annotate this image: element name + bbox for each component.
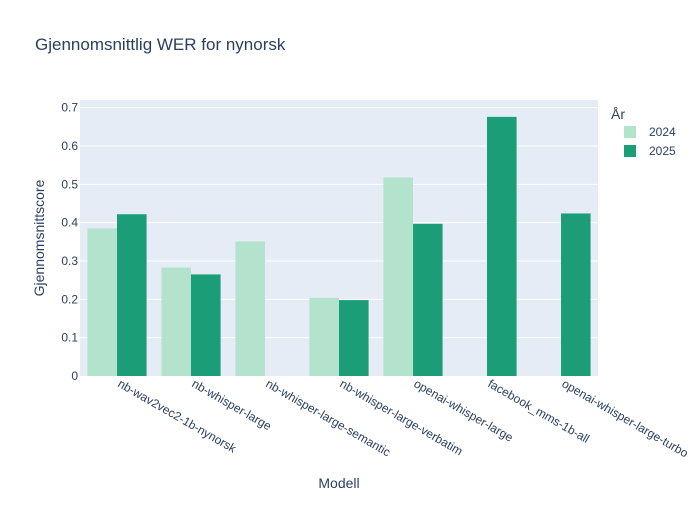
y-tick-label: 0 [71, 369, 78, 383]
bar-2024-openai-whisper-large [383, 177, 413, 376]
bar-2024-nb-whisper-large-semantic [235, 241, 265, 376]
x-tick-label: nb-wav2vec2-1b-nynorsk [116, 376, 240, 456]
bar-2024-nb-whisper-large-verbatim [309, 297, 339, 376]
legend-swatch-2024 [624, 126, 636, 138]
y-ticks: 0 0.1 0.2 0.3 0.4 0.5 0.6 0.7 [61, 101, 78, 383]
bar-2025-openai-whisper-large-turbo [561, 213, 591, 376]
legend-title: År [611, 106, 625, 122]
chart-title: Gjennomsnittlig WER for nynorsk [35, 35, 286, 54]
y-tick-label: 0.4 [61, 216, 78, 230]
legend-swatch-2025 [624, 145, 636, 157]
y-tick-label: 0.7 [61, 101, 78, 115]
x-ticks: nb-wav2vec2-1b-nynorsknb-whisper-largenb… [116, 376, 691, 460]
bar-2025-nb-wav2vec2-1b-nynorsk [117, 214, 147, 376]
bar-2025-nb-whisper-large-verbatim [339, 300, 369, 376]
legend: År 2024 2025 [611, 106, 676, 158]
bar-2025-facebook_mms-1b-all [487, 116, 517, 376]
x-tick-label: nb-whisper-large-semantic [264, 376, 393, 459]
x-tick-label: openai-whisper-large-turbo [560, 376, 691, 460]
x-axis-title: Modell [318, 475, 359, 491]
bar-2024-nb-wav2vec2-1b-nynorsk [87, 228, 117, 376]
y-tick-label: 0.3 [61, 254, 78, 268]
legend-label: 2024 [649, 125, 676, 139]
bars [87, 116, 591, 376]
y-tick-label: 0.1 [61, 331, 78, 345]
y-axis-title: Gjennomsnittscore [31, 179, 47, 296]
x-tick-label: nb-whisper-large-verbatim [338, 376, 466, 458]
y-tick-label: 0.2 [61, 292, 78, 306]
y-tick-label: 0.6 [61, 139, 78, 153]
bar-2025-openai-whisper-large [413, 223, 443, 376]
y-tick-label: 0.5 [61, 177, 78, 191]
bar-2024-nb-whisper-large [161, 267, 191, 376]
legend-label: 2025 [649, 144, 676, 158]
bar-2025-nb-whisper-large [191, 274, 221, 376]
